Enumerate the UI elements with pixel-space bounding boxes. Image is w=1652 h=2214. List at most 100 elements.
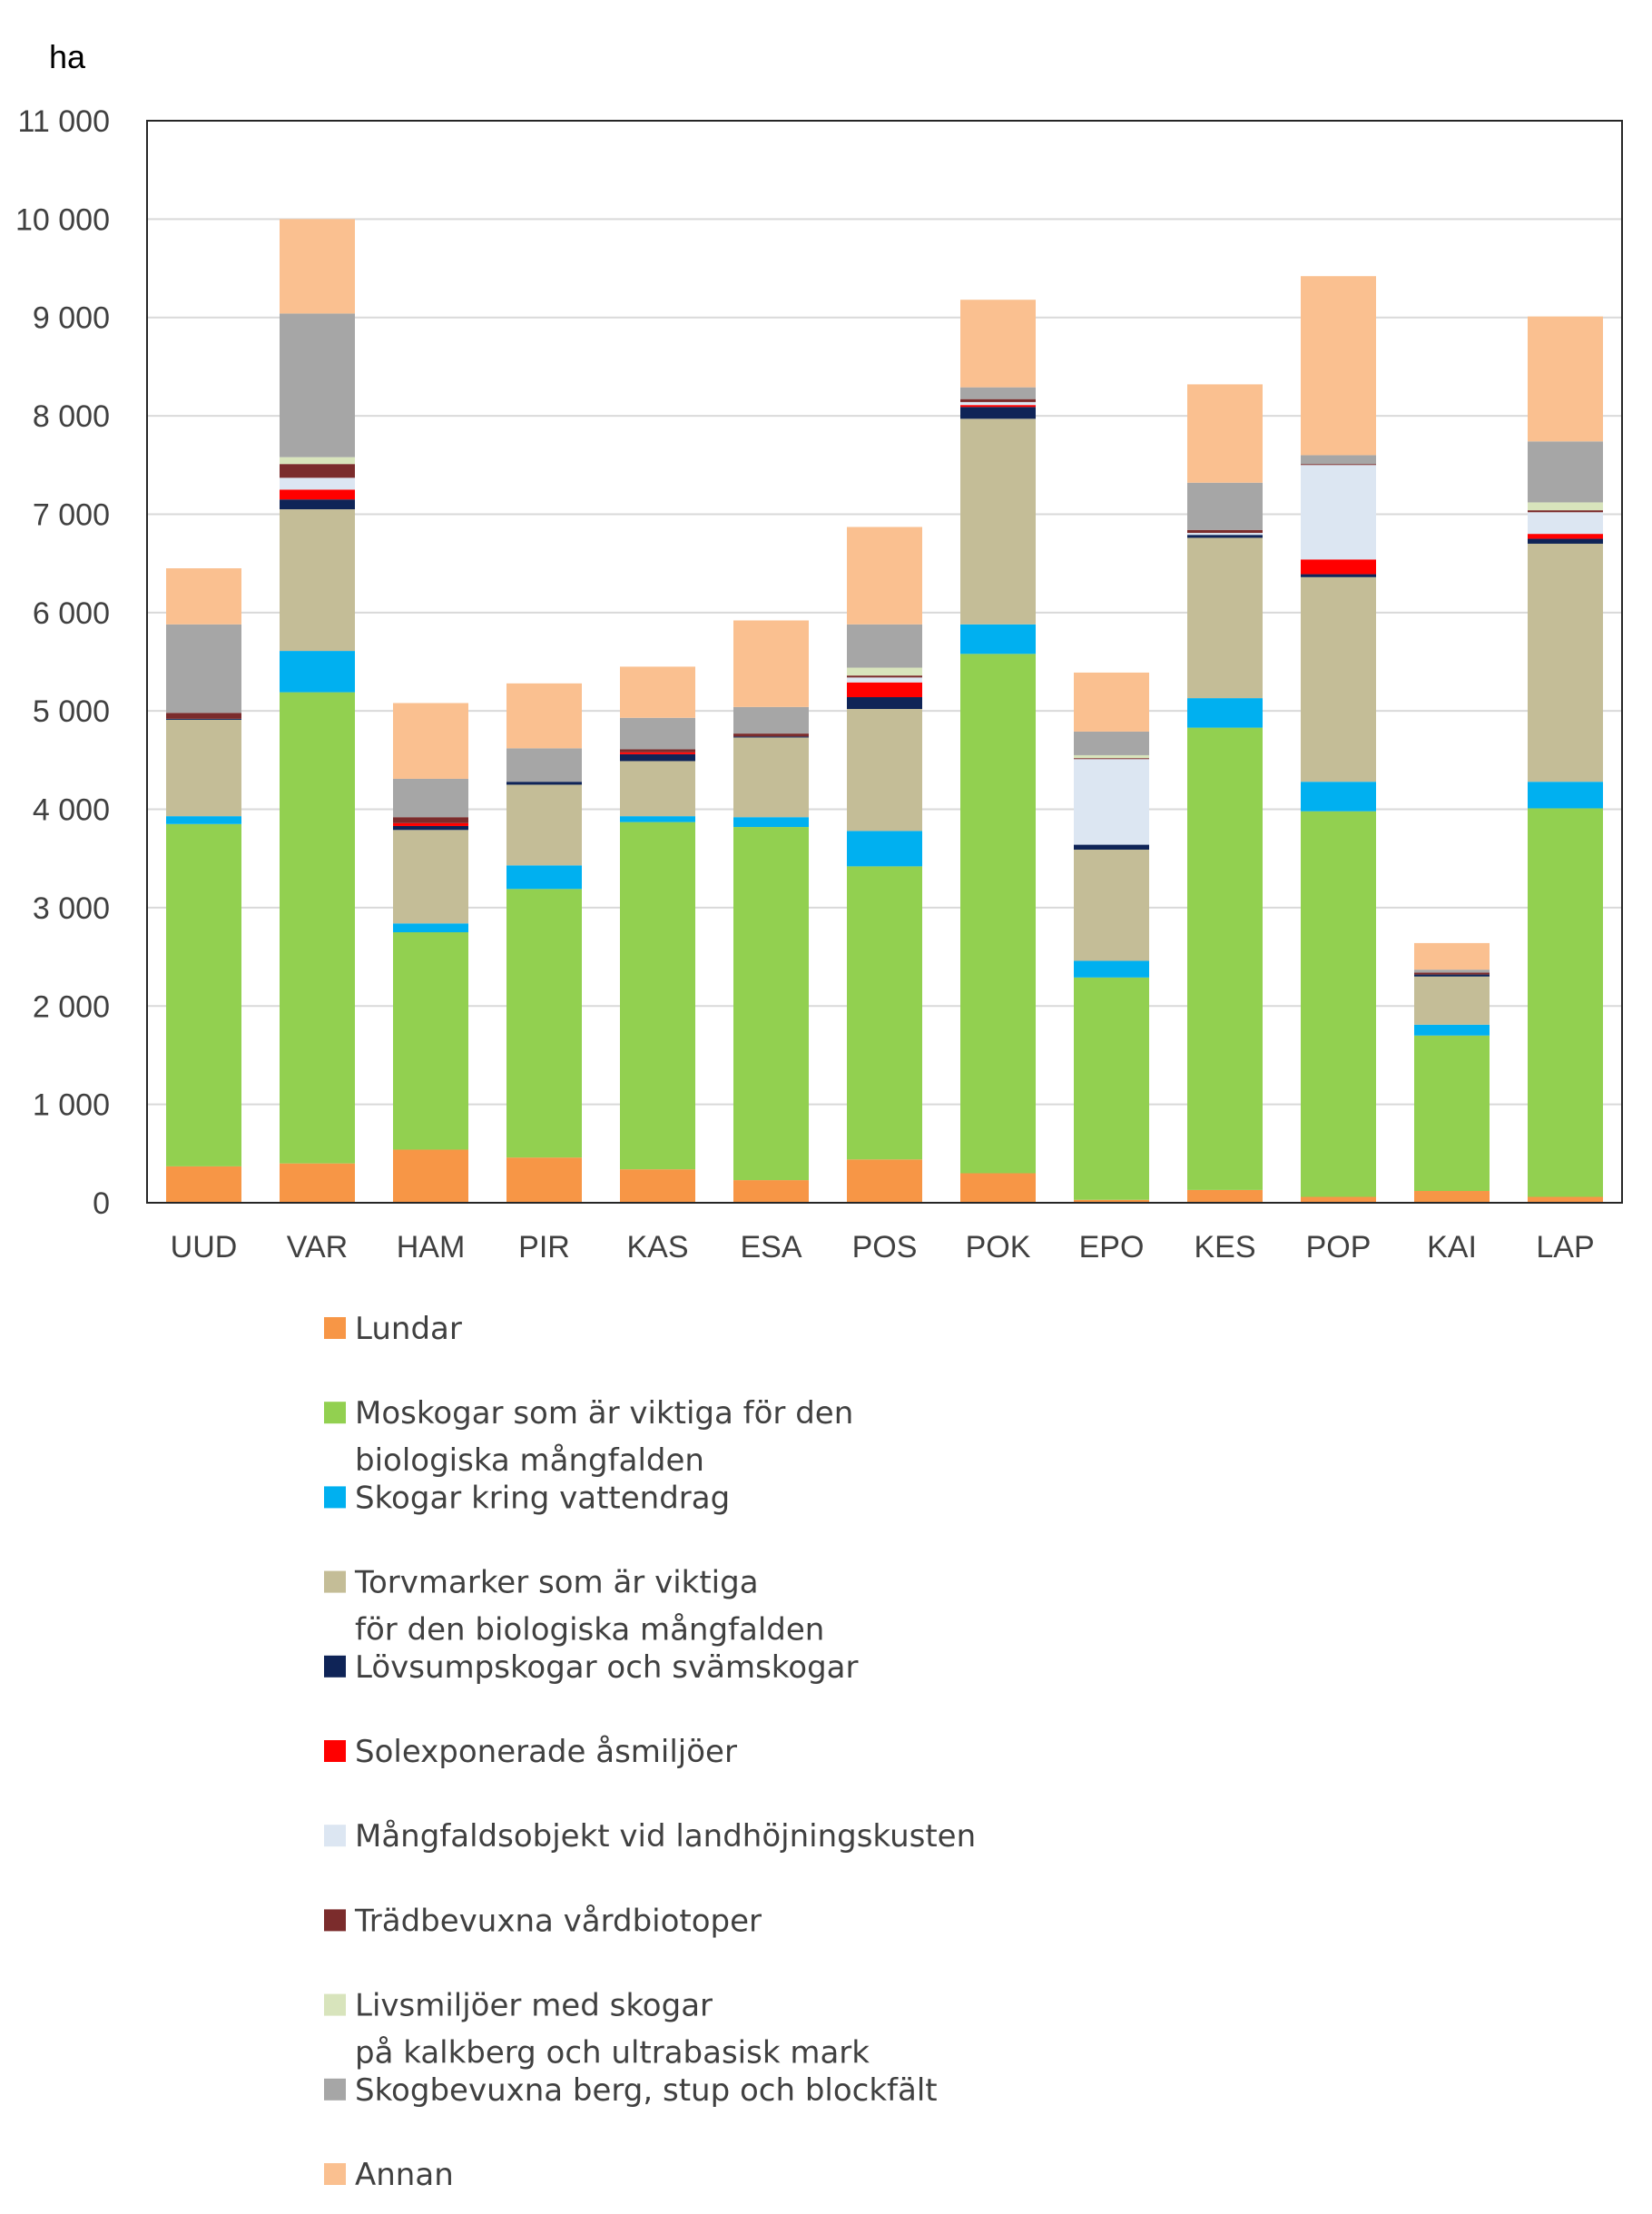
bar-segment <box>847 624 922 668</box>
x-tick-label: UUD <box>171 1230 238 1264</box>
bar-segment <box>1187 1189 1263 1203</box>
bar-segment <box>1414 1024 1490 1036</box>
legend-swatch <box>324 1402 346 1424</box>
bar-segment <box>506 1157 582 1203</box>
x-tick-label: LAP <box>1536 1230 1594 1264</box>
y-tick-label: 2 000 <box>33 989 110 1024</box>
legend-swatch <box>324 1655 346 1678</box>
bar-segment <box>1187 529 1263 534</box>
legend-swatch <box>324 1317 346 1339</box>
bar-segment <box>393 932 468 1150</box>
bar-segment <box>166 713 241 719</box>
bar-segment <box>1074 672 1149 732</box>
legend-label: Torvmarker som är viktiga för den biologi… <box>354 1565 824 1648</box>
bar-segment <box>733 620 809 707</box>
bar-segment <box>847 709 922 831</box>
x-axis-ticks: UUD VAR HAM PIR KAS ESA POS POK EPO KES POP KAI LAP <box>171 1230 1595 1264</box>
bar-segment <box>506 748 582 782</box>
legend-swatch <box>324 1993 346 2016</box>
bar-segment <box>847 831 922 867</box>
x-tick-label: KES <box>1194 1230 1255 1264</box>
y-tick-label: 11 000 <box>18 104 110 139</box>
bar-segment <box>620 1169 695 1203</box>
bar-segment <box>506 784 582 866</box>
bar-segment <box>1528 782 1603 809</box>
y-tick-label: 7 000 <box>33 497 110 532</box>
bar-segment <box>847 697 922 710</box>
bar-segment <box>1074 731 1149 755</box>
bar-segment <box>1301 559 1376 575</box>
bar-segment <box>1414 974 1490 977</box>
bar-segment <box>1187 533 1263 536</box>
bar-segment <box>393 923 468 932</box>
legend-label: Skogar kring vattendrag <box>355 1480 730 1516</box>
legend-swatch <box>324 2078 346 2101</box>
legend-swatch <box>324 1909 346 1932</box>
bar-segment <box>280 692 355 1164</box>
legend-swatch <box>324 1486 346 1509</box>
bar-segment <box>1301 464 1376 466</box>
bar-segment <box>1074 844 1149 850</box>
bar-segment <box>166 624 241 713</box>
bar-segment <box>847 682 922 698</box>
bar-segment <box>960 654 1036 1174</box>
y-axis-unit-label: ha <box>49 38 86 75</box>
bar-segment <box>506 782 582 785</box>
y-tick-label: 9 000 <box>33 301 110 336</box>
bar-segment <box>620 816 695 822</box>
bar-segment <box>166 823 241 1166</box>
bar-segment <box>506 865 582 890</box>
bar-segment <box>1414 1035 1490 1191</box>
bar-segment <box>280 457 355 465</box>
bar-segment <box>733 737 809 818</box>
bar-segment <box>280 1163 355 1203</box>
bar-segment <box>733 733 809 737</box>
legend-label: Skogbevuxna berg, stup och blockfält <box>355 2072 938 2109</box>
bar-segment <box>506 683 582 749</box>
bar-segment <box>960 300 1036 388</box>
y-tick-label: 8 000 <box>33 399 110 434</box>
legend-swatch <box>324 1825 346 1847</box>
bar-segment <box>1301 455 1376 465</box>
bar-segment <box>166 719 241 817</box>
bar-segment <box>1528 441 1603 503</box>
bar-segment <box>166 1166 241 1203</box>
bar-segment <box>960 418 1036 625</box>
legend-label: Livsmiljöer med skogar på kalkberg och ul… <box>355 1988 870 2071</box>
bar-segment <box>960 405 1036 408</box>
bar-segment <box>1414 972 1490 975</box>
bar-segment <box>166 718 241 720</box>
legend-swatch <box>324 1740 346 1762</box>
plot-area-frame <box>146 120 1623 1204</box>
x-tick-label: EPO <box>1079 1230 1145 1264</box>
bar-segment <box>280 509 355 652</box>
x-tick-label: ESA <box>740 1230 801 1264</box>
bar-segment <box>1414 969 1490 973</box>
bar-segment <box>960 1173 1036 1203</box>
bar-segment <box>1074 758 1149 760</box>
bar-segment <box>620 717 695 750</box>
bar-segment <box>393 825 468 831</box>
y-axis-ticks: 0 1 000 2 000 3 000 4 000 5 000 6 000 7 000 8 00… <box>15 104 110 1221</box>
bar-segment <box>847 866 922 1160</box>
bar-segment <box>1414 1190 1490 1203</box>
bar-segment <box>1187 537 1263 699</box>
bar-segment <box>1301 276 1376 456</box>
bar-segment <box>166 816 241 824</box>
legend-label: Lövsumpskogar och svämskogar <box>355 1649 858 1686</box>
x-tick-label: PIR <box>518 1230 570 1264</box>
bar-segment <box>1074 759 1149 845</box>
bar-segment <box>733 827 809 1181</box>
bar-segment <box>1301 465 1376 560</box>
bar-segment <box>1301 1196 1376 1203</box>
bar-segment <box>733 817 809 828</box>
bar-segment <box>847 526 922 625</box>
legend-label: Annan <box>355 2157 454 2193</box>
legend-swatch <box>324 2163 346 2185</box>
bar-segment <box>1187 384 1263 483</box>
bar-segment <box>1528 512 1603 535</box>
bar-segment <box>960 624 1036 654</box>
bar-segment <box>620 666 695 718</box>
y-tick-label: 10 000 <box>15 202 110 237</box>
bar-segment <box>1528 538 1603 544</box>
